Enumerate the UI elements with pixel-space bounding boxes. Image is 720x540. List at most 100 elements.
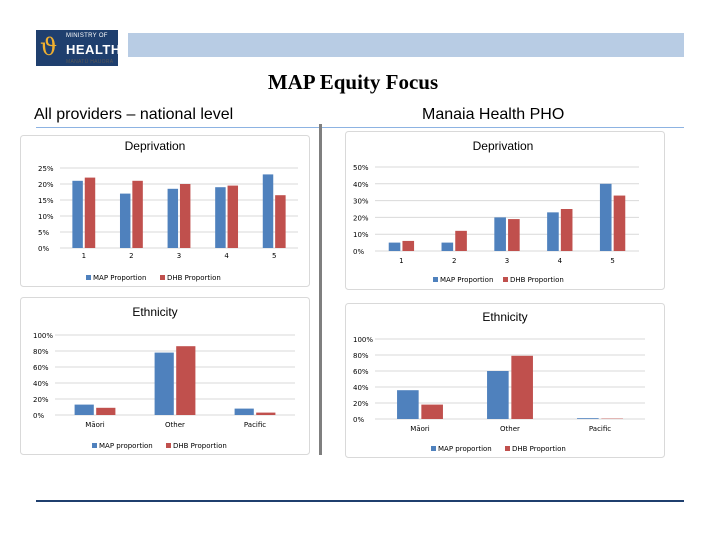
bar-dhb-5 xyxy=(613,195,626,251)
y-tick-label: 20% xyxy=(353,214,369,222)
subtitle-manaia: Manaia Health PHO xyxy=(422,106,565,123)
bar-map-3 xyxy=(167,188,179,248)
bar-map-1 xyxy=(74,404,94,415)
bar-map-4 xyxy=(547,212,559,251)
legend-swatch-map xyxy=(86,275,91,280)
y-tick-label: 20% xyxy=(38,181,54,189)
logo-line1: MINISTRY OF xyxy=(66,33,108,39)
logo-line2: HEALTH xyxy=(66,42,121,57)
x-tick-label: 4 xyxy=(558,257,563,265)
subtitle-all-providers: All providers – national level xyxy=(34,106,234,123)
y-tick-label: 20% xyxy=(33,396,49,404)
y-tick-label: 40% xyxy=(33,380,49,388)
x-tick-label: 2 xyxy=(129,252,133,260)
bar-dhb-5 xyxy=(275,195,286,248)
bar-map-1 xyxy=(72,180,83,248)
y-tick-label: 0% xyxy=(33,412,44,420)
y-tick-label: 15% xyxy=(38,197,54,205)
bar-dhb-1 xyxy=(421,404,443,419)
y-tick-label: 80% xyxy=(353,352,369,360)
header-band xyxy=(128,33,684,57)
y-tick-label: 100% xyxy=(353,336,373,344)
x-tick-label: Pacific xyxy=(244,421,266,429)
x-tick-label: Māori xyxy=(85,421,104,429)
bar-map-4 xyxy=(215,187,226,248)
slide-title: MAP Equity Focus xyxy=(267,70,439,94)
chart-frame xyxy=(345,131,665,290)
chart-ethnicity-national: Ethnicity 0% 20% 40% 60% 80% 100% Māori Other Pac… xyxy=(20,297,310,455)
bar-map-3 xyxy=(234,408,254,415)
chart-frame xyxy=(20,135,310,287)
y-tick-label: 0% xyxy=(38,245,49,253)
bar-map-5 xyxy=(262,174,274,248)
legend-swatch-dhb xyxy=(503,277,508,282)
legend-label-map: MAP Proportion xyxy=(440,276,493,284)
y-tick-label: 40% xyxy=(353,181,369,189)
y-tick-label: 100% xyxy=(33,332,53,340)
x-tick-label: 4 xyxy=(224,252,229,260)
bar-map-3 xyxy=(494,217,506,251)
y-tick-label: 30% xyxy=(353,198,369,206)
y-tick-label: 80% xyxy=(33,348,49,356)
bar-dhb-3 xyxy=(256,412,276,415)
chart-deprivation-manaia: Deprivation 0% 10% 20% 30% 40% 50% 1 2 3 4 5 MAP Pro… xyxy=(345,131,665,290)
bar-map-2 xyxy=(441,242,454,251)
vertical-divider xyxy=(319,124,322,455)
bottom-rule xyxy=(36,500,684,502)
bar-dhb-4 xyxy=(560,209,573,251)
x-tick-label: 1 xyxy=(399,257,403,265)
legend-swatch-dhb xyxy=(166,443,171,448)
legend-label-map: MAP proportion xyxy=(438,445,492,453)
subtitle-underline xyxy=(36,127,684,128)
chart-deprivation-national: Deprivation 0% 5% 10% 15% 20% 25% 1 2 3 4 5 MAP Prop… xyxy=(20,135,310,287)
bar-map-3 xyxy=(577,418,599,419)
y-tick-label: 10% xyxy=(353,231,369,239)
legend-label-map: MAP proportion xyxy=(99,442,153,450)
y-tick-label: 0% xyxy=(353,248,364,256)
bar-dhb-2 xyxy=(176,346,196,415)
chart-ethnicity-manaia: Ethnicity 0% 20% 40% 60% 80% 100% Māori Other Pac… xyxy=(345,303,665,458)
chart-title: Ethnicity xyxy=(482,310,527,324)
bar-dhb-2 xyxy=(132,180,143,248)
x-tick-label: Māori xyxy=(410,425,429,433)
bar-dhb-3 xyxy=(508,219,520,251)
y-tick-label: 50% xyxy=(353,164,369,172)
logo-mark-icon: ϑ xyxy=(40,33,58,61)
y-tick-label: 60% xyxy=(33,364,49,372)
legend-label-map: MAP Proportion xyxy=(93,274,146,282)
bar-dhb-2 xyxy=(455,230,467,251)
x-tick-label: Other xyxy=(165,421,185,429)
y-tick-label: 10% xyxy=(38,213,54,221)
bar-dhb-2 xyxy=(511,355,533,419)
y-tick-label: 60% xyxy=(353,368,369,376)
y-tick-label: 25% xyxy=(38,165,54,173)
x-tick-label: 2 xyxy=(452,257,456,265)
legend-label-dhb: DHB Proportion xyxy=(167,274,221,282)
ministry-logo: ϑ MINISTRY OF HEALTH xyxy=(36,30,121,66)
x-tick-label: 1 xyxy=(82,252,86,260)
legend-label-dhb: DHB Proportion xyxy=(173,442,227,450)
bar-dhb-1 xyxy=(84,177,96,248)
legend-swatch-map xyxy=(433,277,438,282)
chart-title: Ethnicity xyxy=(132,305,177,319)
bar-map-1 xyxy=(388,242,401,251)
chart-title: Deprivation xyxy=(125,139,186,153)
y-tick-label: 0% xyxy=(353,416,364,424)
bar-dhb-4 xyxy=(227,185,239,248)
x-tick-label: 5 xyxy=(272,252,276,260)
bar-map-2 xyxy=(154,352,174,415)
legend-swatch-dhb xyxy=(505,446,510,451)
bar-dhb-3 xyxy=(179,184,191,248)
y-tick-label: 5% xyxy=(38,229,49,237)
bar-map-2 xyxy=(487,371,509,419)
legend-label-dhb: DHB Proportion xyxy=(512,445,566,453)
legend-label-dhb: DHB Proportion xyxy=(510,276,564,284)
bar-map-1 xyxy=(397,390,419,419)
y-tick-label: 20% xyxy=(353,400,369,408)
chart-title: Deprivation xyxy=(473,139,534,153)
legend-swatch-dhb xyxy=(160,275,165,280)
bar-dhb-1 xyxy=(402,240,415,251)
bar-map-5 xyxy=(599,183,612,251)
x-tick-label: Pacific xyxy=(589,425,611,433)
x-tick-label: 3 xyxy=(177,252,181,260)
